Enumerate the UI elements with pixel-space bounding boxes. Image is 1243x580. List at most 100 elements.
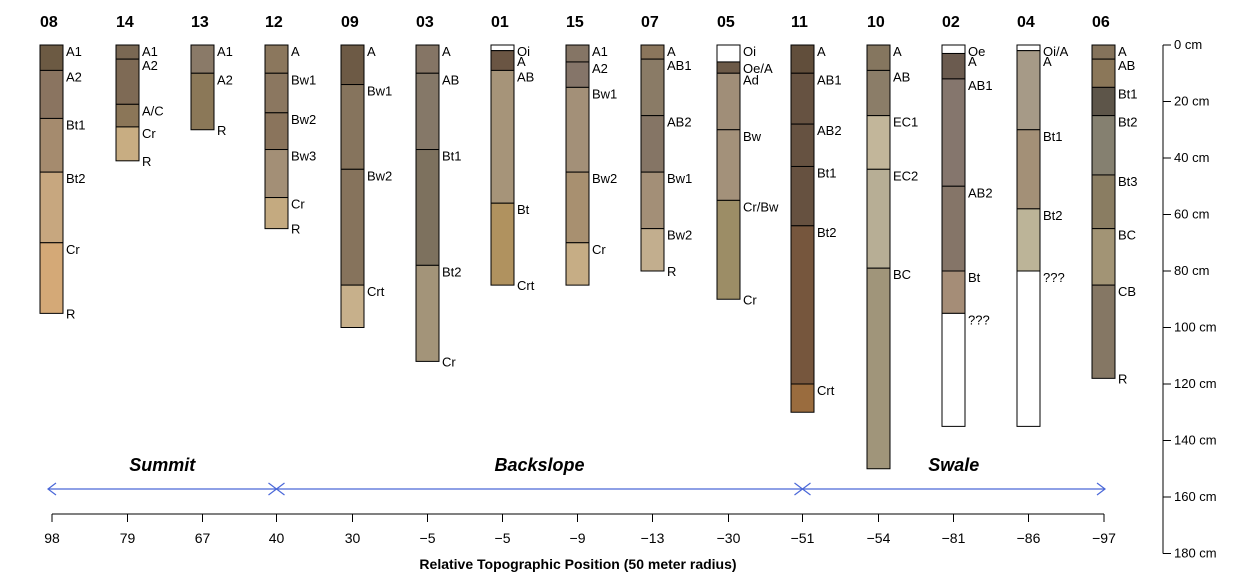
horizon-label: Cr/Bw bbox=[743, 199, 779, 214]
x-tick-label: −13 bbox=[641, 530, 665, 546]
profile-id-label: 13 bbox=[191, 14, 209, 31]
depth-axis: 0 cm 20 cm 40 cm 60 cm 80 cm 100 cm 120 cm 140 … bbox=[1162, 37, 1217, 561]
horizon-label: Cr bbox=[291, 197, 305, 212]
horizon-bw2 bbox=[340, 168, 365, 286]
horizon-label: Bw1 bbox=[667, 171, 692, 186]
horizon-label: BC bbox=[893, 267, 911, 282]
region-arrowhead-left bbox=[47, 482, 57, 496]
horizon-label: Bw1 bbox=[592, 86, 617, 101]
region-swale: Swale bbox=[801, 455, 1106, 496]
profile-id-label: 14 bbox=[116, 14, 134, 31]
horizon-label: A1 bbox=[217, 44, 233, 59]
x-tick-label: −5 bbox=[495, 530, 511, 546]
horizon-a bbox=[790, 44, 815, 74]
horizon-ab bbox=[415, 72, 440, 151]
horizon-bw1 bbox=[264, 72, 289, 114]
horizon-label: Bt2 bbox=[442, 264, 462, 279]
horizon-label: EC1 bbox=[893, 115, 918, 130]
horizon-a2 bbox=[39, 69, 64, 119]
horizon-a1 bbox=[39, 44, 64, 71]
horizon-ab2 bbox=[640, 115, 665, 173]
profile-id-label: 05 bbox=[717, 14, 735, 31]
horizon-label: Crt bbox=[367, 284, 385, 299]
horizon-label: Cr bbox=[66, 242, 80, 257]
horizon-label: Bw2 bbox=[291, 112, 316, 127]
profile-id-label: 08 bbox=[40, 14, 58, 31]
horizon-label: A bbox=[517, 54, 526, 69]
x-tick-label: −51 bbox=[791, 530, 815, 546]
horizon-oi-a bbox=[1016, 44, 1041, 52]
horizon-a bbox=[640, 44, 665, 60]
region-summit: Summit bbox=[47, 455, 278, 496]
horizon-label: Bt1 bbox=[442, 149, 462, 164]
horizon-label: Bt2 bbox=[1118, 115, 1138, 130]
horizon-label: Bt1 bbox=[1118, 86, 1138, 101]
region-label: Summit bbox=[129, 455, 196, 475]
horizon-label: A bbox=[367, 44, 376, 59]
profile-id-label: 11 bbox=[791, 14, 808, 31]
horizon-label: Bt1 bbox=[66, 117, 86, 132]
horizon-bw bbox=[716, 129, 741, 201]
horizon-label: Bt3 bbox=[1118, 174, 1138, 189]
horizon-label: A bbox=[1118, 44, 1127, 59]
horizon-ab1 bbox=[790, 72, 815, 125]
horizon-label: Oi/A bbox=[1043, 44, 1069, 59]
x-tick-label: −30 bbox=[717, 530, 741, 546]
horizon-label: Bt bbox=[517, 202, 530, 217]
horizon-label: BC bbox=[1118, 228, 1136, 243]
x-tick-label: −5 bbox=[420, 530, 436, 546]
profile-id-label: 03 bbox=[416, 14, 434, 31]
horizon-label: Bt2 bbox=[66, 171, 86, 186]
depth-tick-label: 160 cm bbox=[1174, 489, 1217, 504]
horizon-label: AB1 bbox=[667, 58, 692, 73]
horizon-bw2 bbox=[264, 112, 289, 151]
bottom-horizon-label: R bbox=[1118, 371, 1127, 386]
x-tick-label: −9 bbox=[570, 530, 586, 546]
bottom-horizon-label: R bbox=[217, 123, 226, 138]
bottom-horizon-label: Cr bbox=[442, 354, 456, 369]
horizon-label: Bt2 bbox=[817, 225, 837, 240]
depth-tick-label: 20 cm bbox=[1174, 94, 1209, 109]
horizon-label: Oi bbox=[743, 44, 756, 59]
soil-profile-05: 05 Oi Oe/AAd Bw Cr/Bw Cr bbox=[716, 14, 779, 307]
horizon-bt2 bbox=[39, 171, 64, 244]
horizon-label: Bw3 bbox=[291, 149, 316, 164]
horizon-label: AB1 bbox=[968, 78, 993, 93]
horizon-label: Bw bbox=[743, 129, 762, 144]
region-arrowhead-left bbox=[801, 482, 811, 496]
horizon-label: A2 bbox=[592, 61, 608, 76]
horizon-label: Bt bbox=[968, 270, 981, 285]
horizon-label: A bbox=[893, 44, 902, 59]
horizon-a2 bbox=[190, 72, 215, 131]
x-tick-label: 40 bbox=[269, 530, 285, 546]
horizon-label: AB bbox=[442, 72, 459, 87]
profile-id-label: 06 bbox=[1092, 14, 1110, 31]
profile-id-label: 12 bbox=[265, 14, 283, 31]
horizon-bt2 bbox=[415, 264, 440, 362]
horizon-label: Cr bbox=[592, 242, 606, 257]
bottom-horizon-label: R bbox=[66, 306, 75, 321]
horizon-label: AB bbox=[517, 69, 534, 84]
horizon-label: Crt bbox=[817, 383, 835, 398]
horizon-a1 bbox=[115, 44, 140, 60]
horizon-label: A2 bbox=[217, 72, 233, 87]
horizon-cr bbox=[264, 197, 289, 230]
profile-id-label: 10 bbox=[867, 14, 885, 31]
horizon-a bbox=[340, 44, 365, 86]
horizon-unknown bbox=[941, 312, 966, 427]
horizon-ab bbox=[866, 69, 891, 117]
soil-profile-04: 04 Oi/AA Bt1 Bt2??? bbox=[1016, 14, 1069, 427]
horizon-label: Bw2 bbox=[667, 228, 692, 243]
horizon-label: A1 bbox=[592, 44, 608, 59]
horizon-label: AB2 bbox=[667, 115, 692, 130]
horizon-bt2 bbox=[1016, 208, 1041, 272]
horizon-bw2 bbox=[565, 171, 590, 244]
region-backslope: Backslope bbox=[275, 455, 804, 496]
horizon-bt1 bbox=[39, 117, 64, 173]
horizon-a bbox=[490, 50, 515, 71]
horizon-bw1 bbox=[565, 86, 590, 173]
